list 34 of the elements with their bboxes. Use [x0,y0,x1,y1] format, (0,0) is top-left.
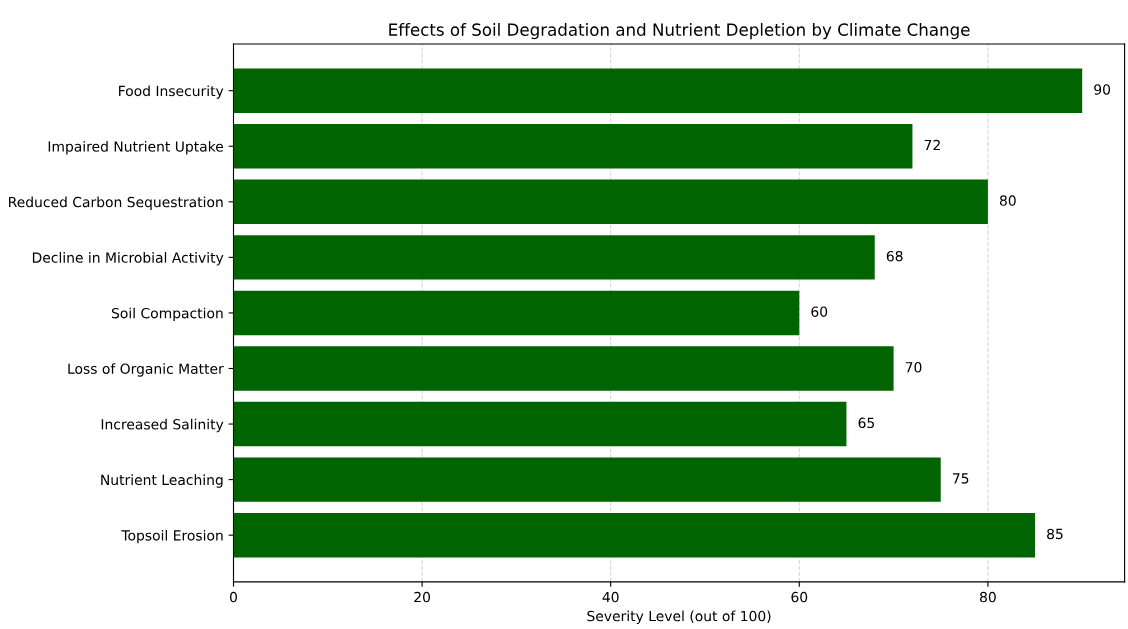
x-tick-label: 0 [229,591,237,603]
y-tick-label: Loss of Organic Matter [68,363,224,377]
y-tick-label: Soil Compaction [111,307,223,322]
data-label: 65 [858,417,875,429]
y-tick-label: Food Insecurity [119,85,224,99]
x-tick-label: 60 [791,591,808,603]
bar [233,346,894,391]
bar [233,401,847,447]
bar [233,179,988,225]
bar [233,512,1036,558]
bar [233,290,800,336]
data-label: 60 [811,306,828,317]
bar [233,124,913,169]
data-label: 75 [952,473,969,484]
data-label: 70 [905,362,922,373]
data-label: 80 [999,195,1016,206]
x-tick-label: 80 [979,591,996,603]
y-tick-label: Nutrient Leaching [101,474,223,488]
data-label: 85 [1047,528,1063,540]
y-tick-label: Topsoil Erosion [121,529,223,544]
x-tick-label: 20 [414,591,431,603]
data-label: 68 [886,250,903,262]
bar [233,68,1083,113]
x-axis-title: Severity Level (out of 100) [587,610,771,624]
y-tick-label: Reduced Carbon Sequestration [9,196,223,210]
data-label: 72 [924,139,940,151]
chart-title: Effects of Soil Degradation and Nutrient Depletion by Climate Change [389,23,970,40]
bar [233,457,941,502]
bar [233,235,875,280]
y-tick-label: Decline in Microbial Activity [32,252,224,266]
y-tick-label: Increased Salinity [101,418,224,433]
x-tick-label: 40 [602,591,619,603]
y-tick-label: Impaired Nutrient Uptake [48,140,224,155]
data-label: 90 [1094,84,1111,95]
